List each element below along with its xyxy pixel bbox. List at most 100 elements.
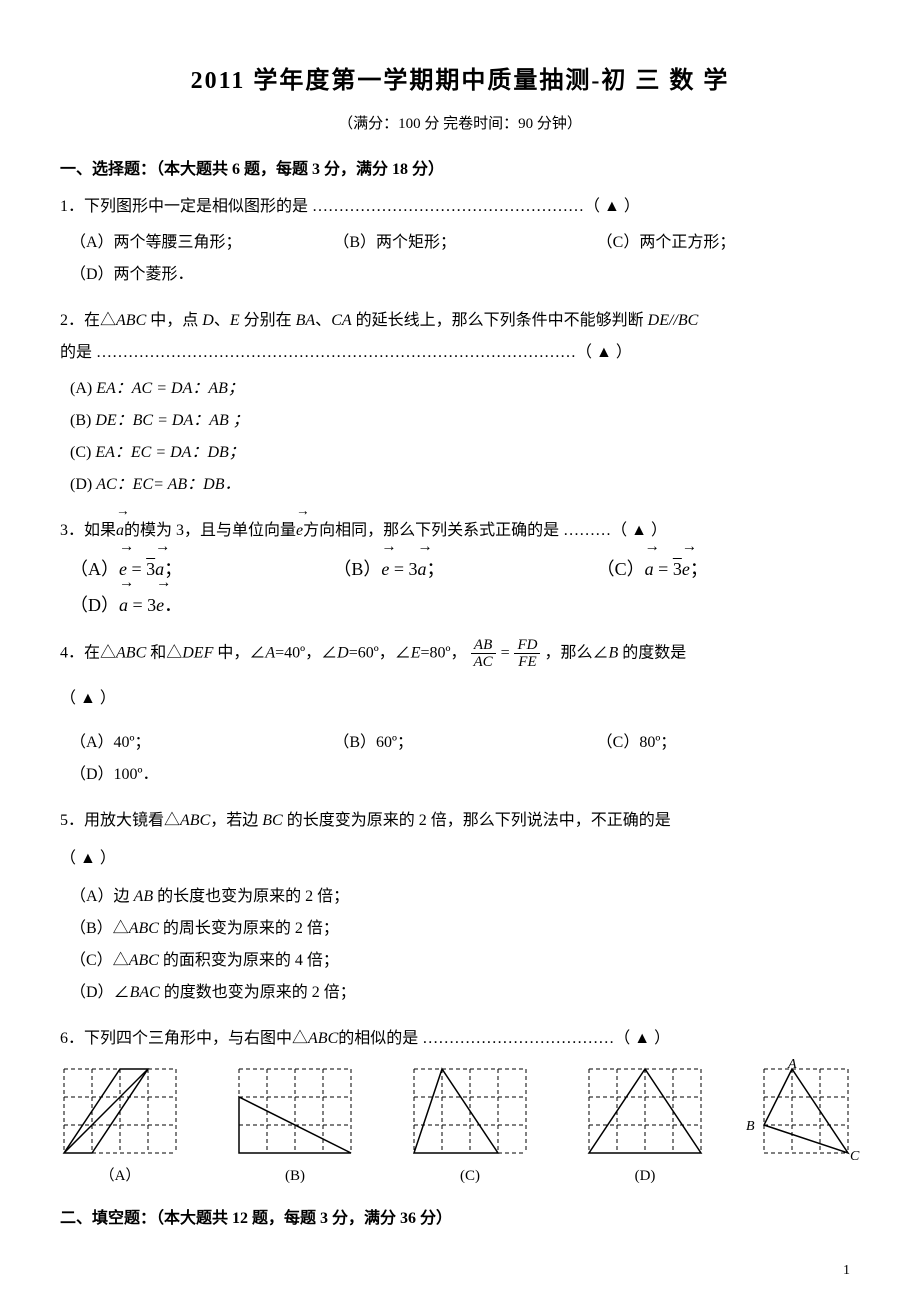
q4-t3: 中，∠ xyxy=(213,645,265,662)
grid-triangle-ref-icon xyxy=(760,1065,860,1157)
section-1-header: 一、选择题：（本大题共 6 题，每题 3 分，满分 18 分） xyxy=(60,156,860,185)
question-5: 5．用放大镜看△ABC，若边 BC 的长度变为原来的 2 倍，那么下列说法中，不… xyxy=(60,805,860,1009)
q2-e: E xyxy=(230,312,240,329)
q2-t7: 的是 ………………………………………………………………………………（ ▲ ） xyxy=(60,344,632,361)
q4-t4: =40º，∠ xyxy=(275,645,337,662)
q1-opt-a: （A）两个等腰三角形； xyxy=(70,227,333,259)
q3-vec-e: →e xyxy=(296,515,303,547)
q5-bc: BC xyxy=(262,812,282,829)
q4-d: D xyxy=(337,645,349,662)
q6-t2: 的相似的是 ………………………………（ ▲ ） xyxy=(338,1030,670,1047)
q2-ba: BA xyxy=(296,312,316,329)
question-1: 1．下列图形中一定是相似图形的是 ……………………………………………（ ▲ ） … xyxy=(60,191,860,291)
q4-t5: =60º，∠ xyxy=(349,645,411,662)
q4-t6: =80º， xyxy=(421,645,467,662)
q1-opt-b: （B）两个矩形； xyxy=(333,227,596,259)
q2-abc: ABC xyxy=(116,312,146,329)
q2b-pre: (B) xyxy=(70,412,95,429)
q6-lab-c: (C) xyxy=(410,1161,530,1191)
q3c-sep: ； xyxy=(690,559,708,579)
q6-lab-d: (D) xyxy=(585,1161,705,1191)
question-4: 4．在△ABC 和△DEF 中，∠A=40º，∠D=60º，∠E=80º， AB… xyxy=(60,637,860,791)
q4-e: E xyxy=(411,645,421,662)
q2b-txt: DE：BC = DA：AB ； xyxy=(95,412,248,429)
q5-opt-d: （D）∠BAC 的度数也变为原来的 2 倍； xyxy=(70,977,860,1009)
grid-triangle-d-icon xyxy=(585,1065,705,1157)
q6-figures: （A） (B) (C) (D) xyxy=(60,1065,860,1191)
q5-t2: ，若边 xyxy=(210,812,262,829)
q3a-pre: （A） xyxy=(70,559,119,579)
q2d-pre: (D) xyxy=(70,476,96,493)
q2-d: D xyxy=(202,312,214,329)
q6-fig-b: (B) xyxy=(235,1065,355,1191)
q4-paren: （ ▲ ） xyxy=(60,683,860,715)
q6-abc: ABC xyxy=(308,1030,338,1047)
q4-b: B xyxy=(608,645,618,662)
q6-lab-a: （A） xyxy=(60,1161,180,1191)
q6-pt-a: A xyxy=(788,1051,797,1079)
q3-stem: 3．如果→a的模为 3，且与单位向量→e方向相同，那么下列关系式正确的是 ………… xyxy=(60,515,860,547)
page-title: 2011 学年度第一学期期中质量抽测-初 三 数 学 xyxy=(60,60,860,103)
q2a-pre: (A) xyxy=(70,380,96,397)
q4-t8: 的度数是 xyxy=(618,645,686,662)
q4-t7: ，那么∠ xyxy=(544,645,608,662)
q2-t1: 2．在△ xyxy=(60,312,116,329)
q6-fig-c: (C) xyxy=(410,1065,530,1191)
q1-opt-c: （C）两个正方形； xyxy=(597,227,860,259)
q4-abc: ABC xyxy=(116,645,146,662)
q6-lab-b: (B) xyxy=(235,1161,355,1191)
q2-t3: 、 xyxy=(214,312,230,329)
q4-def: DEF xyxy=(182,645,213,662)
q4-t2: 和△ xyxy=(146,645,182,662)
question-3: 3．如果→a的模为 3，且与单位向量→e方向相同，那么下列关系式正确的是 ………… xyxy=(60,515,860,623)
q6-t1: 6．下列四个三角形中，与右图中△ xyxy=(60,1030,308,1047)
q2-opt-d: (D) AC：EC= AB：DB． xyxy=(70,469,860,501)
question-2: 2．在△ABC 中，点 D、E 分别在 BA、CA 的延长线上，那么下列条件中不… xyxy=(60,305,860,501)
q3-opt-c: （C）→a = 3→e； xyxy=(597,551,860,587)
q5-opt-c: （C）△ABC 的面积变为原来的 4 倍； xyxy=(70,945,860,977)
q3d-pre: （D） xyxy=(70,595,119,615)
q2-t5: 、 xyxy=(315,312,331,329)
section-2-header: 二、填空题：（本大题共 12 题，每题 3 分，满分 36 分） xyxy=(60,1205,860,1234)
q3-opt-b: （B）→e = 3→a； xyxy=(333,551,596,587)
q6-pt-c: C xyxy=(850,1143,859,1171)
q5-paren: （ ▲ ） xyxy=(60,843,860,875)
page-number: 1 xyxy=(843,1258,850,1283)
q2-opt-c: (C) EA：EC = DA：DB； xyxy=(70,437,860,469)
q5-t1: 5．用放大镜看△ xyxy=(60,812,180,829)
q3c-pre: （C） xyxy=(597,559,645,579)
q5-stem: 5．用放大镜看△ABC，若边 BC 的长度变为原来的 2 倍，那么下列说法中，不… xyxy=(60,805,860,837)
q4-a: A xyxy=(265,645,275,662)
q4-opt-a: （A）40º； xyxy=(70,727,333,759)
q2c-pre: (C) xyxy=(70,444,95,461)
q6-fig-d: (D) xyxy=(585,1065,705,1191)
q5-abc: ABC xyxy=(180,812,210,829)
q2d-txt: AC：EC= AB：DB． xyxy=(96,476,240,493)
q5-t3: 的长度变为原来的 2 倍，那么下列说法中，不正确的是 xyxy=(283,812,671,829)
q4-frac2: FDFE xyxy=(514,637,540,671)
q2-t4: 分别在 xyxy=(240,312,296,329)
grid-triangle-a-icon xyxy=(60,1065,180,1157)
q6-pt-b: B xyxy=(746,1113,755,1141)
page-subtitle: （满分：100 分 完卷时间：90 分钟） xyxy=(60,111,860,138)
q2a-txt: EA：AC = DA：AB； xyxy=(96,380,244,397)
q2-stem: 2．在△ABC 中，点 D、E 分别在 BA、CA 的延长线上，那么下列条件中不… xyxy=(60,305,860,369)
q4-opt-b: （B）60º； xyxy=(333,727,596,759)
q5-opt-a: （A）边 AB 的长度也变为原来的 2 倍； xyxy=(70,881,860,913)
q2-ca: CA xyxy=(331,312,351,329)
q1-opt-d: （D）两个菱形． xyxy=(70,259,860,291)
q6-fig-ref: A B C xyxy=(760,1065,860,1191)
q3-opt-d: （D）→a = 3→e． xyxy=(70,587,860,623)
q2c-txt: EA：EC = DA：DB； xyxy=(95,444,244,461)
q2-t2: 中，点 xyxy=(146,312,202,329)
q6-stem: 6．下列四个三角形中，与右图中△ABC的相似的是 ………………………………（ ▲… xyxy=(60,1023,860,1055)
q4-frac1: ABAC xyxy=(471,637,496,671)
q4-opt-c: （C）80º； xyxy=(597,727,860,759)
grid-triangle-c-icon xyxy=(410,1065,530,1157)
q1-stem: 1．下列图形中一定是相似图形的是 ……………………………………………（ ▲ ） xyxy=(60,191,860,223)
q3b-sep: ； xyxy=(427,559,445,579)
q5-opt-b: （B）△ABC 的周长变为原来的 2 倍； xyxy=(70,913,860,945)
grid-triangle-b-icon xyxy=(235,1065,355,1157)
q4-opt-d: （D）100º． xyxy=(70,759,860,791)
q2-opt-a: (A) EA：AC = DA：AB； xyxy=(70,373,860,405)
